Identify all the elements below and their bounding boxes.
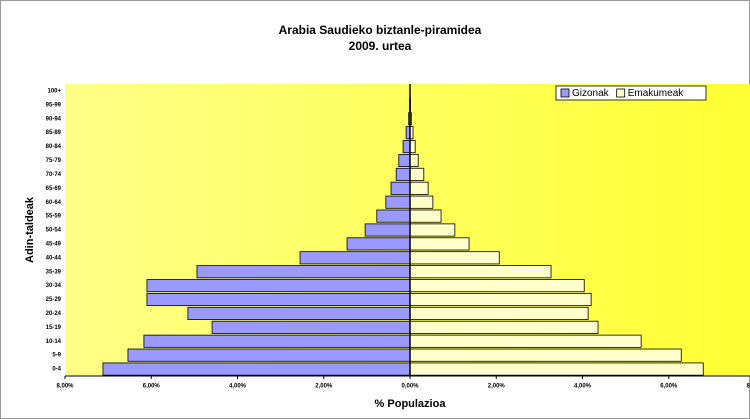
bar xyxy=(395,167,411,181)
x-tick-label: 0,00% xyxy=(401,384,419,390)
y-tick-label: 55-59 xyxy=(46,214,62,220)
bar xyxy=(409,140,416,154)
x-tick-label: 6,00% xyxy=(143,384,161,390)
legend-swatch xyxy=(616,88,626,98)
bar xyxy=(409,153,419,167)
y-tick-label: 100+ xyxy=(47,89,61,95)
legend-box xyxy=(555,85,707,101)
y-tick-label: 20-24 xyxy=(46,311,62,317)
y-tick-label: 40-44 xyxy=(46,255,62,261)
bar xyxy=(211,320,411,334)
bar xyxy=(364,223,411,237)
y-tick-label: 10-14 xyxy=(46,339,62,345)
bar xyxy=(409,223,456,237)
bar xyxy=(346,237,411,251)
bar xyxy=(409,209,442,223)
bar xyxy=(409,348,682,362)
x-tick-label: 4,00% xyxy=(229,384,247,390)
bar xyxy=(299,251,411,265)
x-tick-label: 2,00% xyxy=(488,384,506,390)
bar xyxy=(409,293,592,307)
chart-subtitle: 2009. urtea xyxy=(349,39,412,53)
y-tick-label: 70-74 xyxy=(46,172,62,178)
y-tick-label: 5-9 xyxy=(52,353,61,359)
x-tick-label: 2,00% xyxy=(315,384,333,390)
bar xyxy=(409,320,599,334)
bar xyxy=(385,195,411,209)
bar xyxy=(146,293,411,307)
legend-label: Emakumeak xyxy=(628,88,685,99)
y-tick-label: 45-49 xyxy=(46,241,62,247)
bar xyxy=(127,348,411,362)
bar xyxy=(409,362,704,376)
bar xyxy=(102,362,411,376)
bar xyxy=(409,334,642,348)
x-tick-label: 8,00% xyxy=(746,384,750,390)
bar xyxy=(402,140,411,154)
bar xyxy=(409,167,425,181)
bar xyxy=(409,251,500,265)
y-tick-label: 75-79 xyxy=(46,158,62,164)
x-tick-label: 8,00% xyxy=(56,384,74,390)
bar xyxy=(196,265,411,279)
x-tick-label: 4,00% xyxy=(574,384,592,390)
bar xyxy=(376,209,411,223)
y-tick-label: 65-69 xyxy=(46,186,62,192)
bar xyxy=(409,279,585,293)
y-tick-label: 90-94 xyxy=(46,116,62,122)
y-tick-label: 30-34 xyxy=(46,283,62,289)
y-tick-label: 95-99 xyxy=(46,102,62,108)
y-tick-label: 25-29 xyxy=(46,297,62,303)
legend-label: Gizonak xyxy=(572,88,610,99)
chart-title: Arabia Saudieko biztanle-piramidea xyxy=(279,23,482,37)
bar xyxy=(409,195,434,209)
bar xyxy=(398,153,411,167)
y-tick-label: 60-64 xyxy=(46,200,62,206)
bar xyxy=(187,306,411,320)
bar xyxy=(409,265,552,279)
bar xyxy=(143,334,411,348)
y-tick-label: 80-84 xyxy=(46,144,62,150)
bar xyxy=(409,306,589,320)
legend-swatch xyxy=(560,88,570,98)
y-tick-label: 50-54 xyxy=(46,228,62,234)
bar xyxy=(409,237,470,251)
y-tick-label: 85-89 xyxy=(46,130,62,136)
y-tick-label: 15-19 xyxy=(46,325,62,331)
y-tick-label: 0-4 xyxy=(52,367,61,373)
bar xyxy=(146,279,411,293)
x-tick-label: 6,00% xyxy=(660,384,678,390)
y-tick-label: 35-39 xyxy=(46,269,62,275)
y-axis-label: Adin-taldeak xyxy=(24,196,36,263)
bar xyxy=(409,181,429,195)
x-axis-label: % Populazioa xyxy=(375,398,447,410)
bar xyxy=(390,181,411,195)
